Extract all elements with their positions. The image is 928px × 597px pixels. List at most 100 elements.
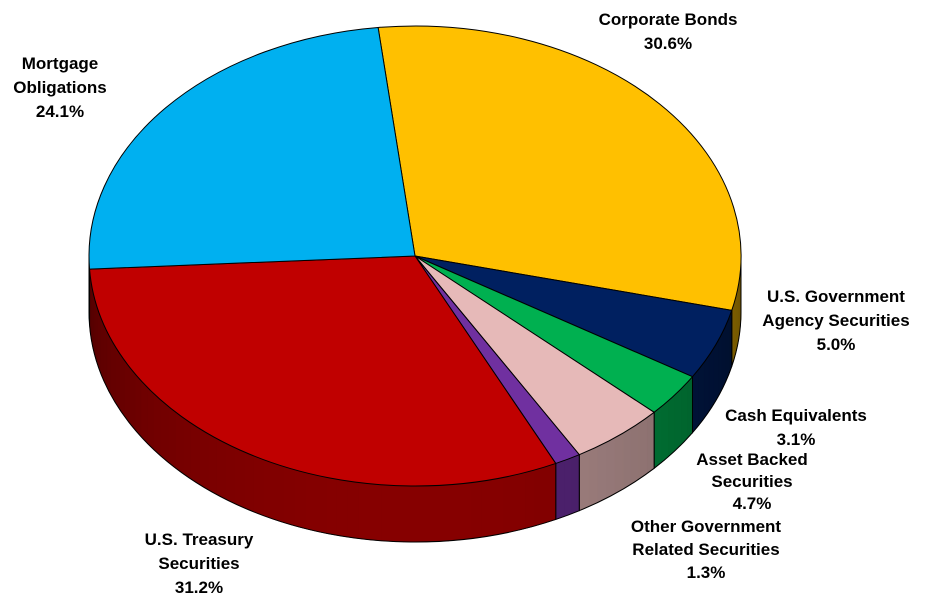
pie-side-segment — [199, 427, 209, 491]
pie-slice-u-s-treasury-securities — [89, 255, 557, 487]
label-other-gov-line1: Other Government — [631, 517, 782, 536]
pie-side-segment — [403, 485, 416, 543]
pie-side-segment — [667, 394, 675, 458]
pie-side-segment — [733, 294, 737, 359]
pie-side-segment — [234, 447, 245, 509]
pie-side-segment — [588, 446, 598, 508]
pie-side-segment — [369, 483, 382, 542]
slice-label-mortgage: Mortgage Obligations 24.1% — [13, 54, 107, 121]
pie-side-segment — [347, 480, 360, 539]
pie-side-segment — [283, 466, 295, 527]
pie-side-segment — [638, 417, 648, 480]
pie-side-segment — [325, 476, 338, 536]
pie-side-segment — [119, 351, 125, 418]
pie-side-segment — [167, 405, 176, 469]
pie-side-segment — [481, 479, 493, 538]
pie-side-segment — [140, 379, 148, 444]
slice-label-us-treasury: U.S. Treasury Securities 31.2% — [145, 530, 254, 597]
pie-side-segment — [555, 460, 565, 520]
pie-side-segment — [146, 386, 155, 451]
label-other-gov-pct: 1.3% — [687, 563, 726, 582]
pie-side-segment — [545, 463, 557, 524]
label-us-gov-agency-line1: U.S. Government — [767, 287, 905, 306]
pie-side-segment — [492, 477, 504, 536]
pie-side-segment — [182, 417, 192, 480]
label-corporate-bonds-name: Corporate Bonds — [599, 10, 738, 29]
label-corporate-bonds-pct: 30.6% — [644, 34, 692, 53]
label-asset-backed-line1: Asset Backed — [696, 450, 808, 469]
label-mortgage-line2: Obligations — [13, 78, 107, 97]
slice-label-asset-backed: Asset Backed Securities 4.7% — [696, 450, 808, 513]
pie-side-segment — [207, 433, 217, 496]
label-asset-backed-line2: Securities — [711, 472, 792, 491]
label-us-treasury-line2: Securities — [158, 554, 239, 573]
pie-side-segment — [160, 399, 169, 463]
pie-side-segment — [263, 459, 275, 520]
pie-side-segment — [503, 474, 515, 534]
pie-side-outline — [89, 269, 557, 543]
pie-side-segment — [175, 411, 184, 475]
pie-side-segment — [304, 472, 316, 532]
pie-side-segment — [725, 317, 730, 382]
slice-label-other-gov: Other Government Related Securities 1.3% — [631, 517, 782, 582]
slice-label-corporate-bonds: Corporate Bonds 30.6% — [599, 10, 738, 53]
pie-side-segment — [703, 354, 710, 420]
pie-side-u-s-treasury-securities — [89, 269, 557, 543]
pie-side-segment — [380, 484, 393, 542]
pie-side-segment — [513, 472, 526, 532]
label-us-treasury-pct: 31.2% — [175, 578, 223, 597]
pie-side-segment — [414, 485, 427, 543]
label-other-gov-line2: Related Securities — [632, 540, 779, 559]
pie-side-segment — [563, 457, 572, 518]
pie-side-outline — [88, 256, 91, 326]
pie-side-segment — [336, 478, 349, 538]
label-mortgage-pct: 24.1% — [36, 102, 84, 121]
pie-side-segment — [190, 422, 200, 486]
pie-side-segment — [605, 437, 616, 499]
pie-side-segment — [578, 450, 589, 512]
label-us-treasury-line1: U.S. Treasury — [145, 530, 254, 549]
pie-side-segment — [646, 411, 655, 475]
pie-side-segment — [660, 400, 669, 464]
pie-side-segment — [99, 315, 104, 380]
pie-side-segment — [225, 442, 236, 505]
pie-side-segment — [674, 388, 682, 452]
pie-side-segment — [692, 368, 699, 434]
pie-side-segment — [315, 474, 327, 534]
pie-side-segment — [630, 422, 640, 485]
pie-side-segment — [597, 441, 607, 504]
pie-side-segment — [713, 339, 719, 406]
pie-side-segment — [470, 480, 482, 539]
pie-side-segment — [524, 469, 536, 529]
pie-slice-corporate-bonds — [377, 25, 742, 311]
pie-side-segment — [123, 359, 130, 424]
pie-side-segment — [448, 483, 460, 542]
pie-side-segment — [103, 323, 108, 388]
pie-slice-mortgage-obligations — [88, 26, 416, 270]
label-us-gov-agency-pct: 5.0% — [817, 335, 856, 354]
pie-side-segment — [253, 455, 265, 517]
pie-side-segment — [571, 454, 580, 515]
pie-side-asset-backed-securities — [578, 411, 655, 512]
pie-side-segment — [134, 373, 142, 438]
pie-side-segment — [425, 485, 438, 543]
pie-side-segment — [686, 375, 693, 440]
pie-side-segment — [129, 366, 136, 431]
pie-side-segment — [392, 485, 404, 543]
pie-side-segment — [534, 466, 546, 527]
pie-side-segment — [697, 361, 705, 427]
pie-side-segment — [273, 462, 285, 524]
pie-side-segment — [216, 438, 226, 500]
pie-side-segment — [110, 338, 116, 403]
pie-side-segment — [294, 469, 306, 529]
pie-side-segment — [114, 344, 120, 410]
label-cash-equivalents-name: Cash Equivalents — [725, 406, 867, 425]
pie-side-segment — [721, 325, 726, 390]
pie-side-segment — [708, 347, 714, 413]
pie-side-segment — [106, 330, 111, 395]
pie-side-segment — [717, 333, 723, 399]
pie-side-segment — [653, 406, 662, 469]
pie-side-segment — [436, 484, 449, 542]
pie-side-segment — [94, 300, 98, 365]
